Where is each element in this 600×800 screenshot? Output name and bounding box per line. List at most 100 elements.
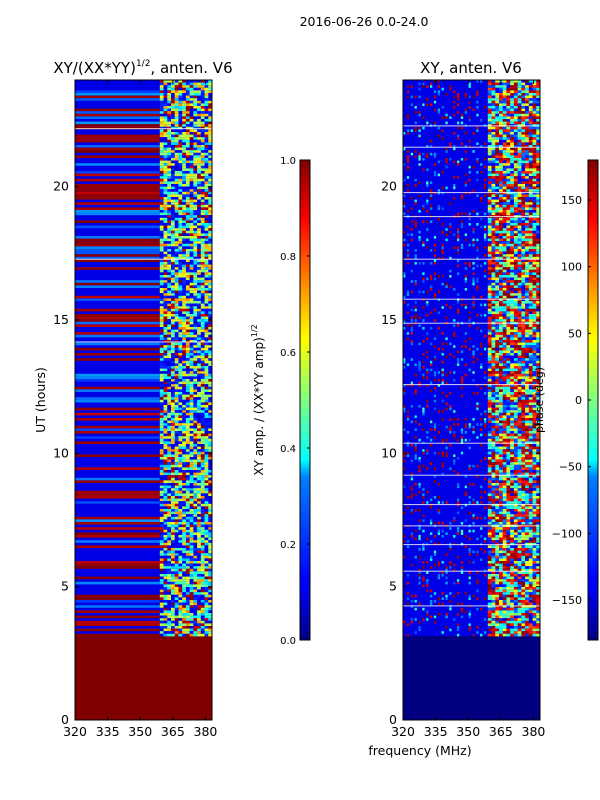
amplitude-cell bbox=[182, 415, 187, 418]
amplitude-row-stripe bbox=[75, 225, 160, 229]
amplitude-cell bbox=[159, 537, 164, 541]
phase-cell bbox=[532, 147, 537, 151]
amplitude-cell bbox=[159, 350, 164, 353]
phase-cell bbox=[536, 152, 540, 156]
phase-cell bbox=[433, 100, 437, 104]
amplitude-cell bbox=[200, 217, 205, 221]
amplitude-cell bbox=[163, 613, 168, 616]
amplitude-cell bbox=[159, 165, 164, 169]
phase-cell bbox=[498, 181, 504, 184]
amplitude-cell bbox=[163, 243, 168, 247]
phase-cell bbox=[410, 233, 414, 236]
amplitude-cell bbox=[193, 628, 198, 632]
phase-cell bbox=[517, 111, 522, 114]
amplitude-cell bbox=[167, 186, 172, 190]
amplitude-cell bbox=[200, 412, 205, 416]
phase-cell bbox=[445, 282, 448, 286]
amplitude-cell bbox=[204, 251, 209, 255]
amplitude-cell bbox=[185, 363, 190, 366]
phase-cell bbox=[525, 132, 530, 135]
amplitude-cell bbox=[163, 410, 168, 413]
phase-cell bbox=[498, 223, 504, 226]
amplitude-cell bbox=[197, 550, 202, 554]
amplitude-cell bbox=[193, 340, 198, 343]
phase-cell bbox=[495, 212, 500, 216]
phase-cell bbox=[525, 152, 530, 156]
phase-cell bbox=[441, 129, 444, 132]
amplitude-cell bbox=[204, 457, 209, 460]
amplitude-cell bbox=[189, 566, 194, 569]
amplitude-cell bbox=[189, 152, 194, 156]
amplitude-cell bbox=[204, 298, 209, 301]
amplitude-cell bbox=[200, 631, 205, 634]
amplitude-cell bbox=[197, 282, 202, 286]
amplitude-colorbar: 0.00.20.40.60.81.0 XY amp. / (XX*YY amp)… bbox=[250, 156, 311, 647]
amplitude-cell bbox=[182, 95, 187, 99]
amplitude-cell bbox=[189, 462, 194, 465]
amplitude-cell bbox=[208, 605, 212, 608]
amplitude-cell bbox=[197, 628, 202, 632]
amplitude-cell bbox=[204, 191, 209, 195]
phase-cell bbox=[502, 121, 507, 125]
amplitude-cell bbox=[200, 464, 205, 468]
phase-cell bbox=[472, 282, 475, 286]
amplitude-cell bbox=[178, 236, 183, 239]
phase-cell bbox=[487, 301, 492, 304]
amplitude-cell bbox=[167, 568, 172, 572]
amplitude-cell bbox=[208, 85, 212, 88]
phase-cell bbox=[525, 189, 530, 192]
amplitude-cell bbox=[163, 186, 168, 190]
amplitude-cell bbox=[208, 321, 212, 325]
amplitude-cell bbox=[178, 589, 183, 593]
amplitude-cell bbox=[174, 137, 179, 140]
amplitude-cell bbox=[159, 467, 164, 470]
phase-cell bbox=[483, 233, 487, 236]
amplitude-cell bbox=[174, 451, 179, 455]
amplitude-cell bbox=[178, 106, 183, 109]
amplitude-cell bbox=[185, 381, 190, 385]
amplitude-cell bbox=[159, 256, 164, 260]
amplitude-cell bbox=[185, 332, 190, 335]
amplitude-cell bbox=[197, 217, 202, 221]
phase-cell bbox=[532, 285, 537, 288]
amplitude-cell bbox=[200, 576, 205, 580]
amplitude-cell bbox=[159, 314, 164, 317]
amplitude-cell bbox=[163, 212, 168, 216]
amplitude-cell bbox=[163, 184, 168, 187]
phase-cell bbox=[536, 171, 540, 174]
amplitude-cell bbox=[178, 358, 183, 361]
phase-cell bbox=[517, 228, 522, 231]
amplitude-cell bbox=[204, 438, 209, 442]
phase-cell bbox=[521, 264, 526, 268]
amplitude-cell bbox=[208, 412, 212, 416]
amplitude-cell bbox=[185, 158, 190, 161]
amplitude-cell bbox=[197, 189, 202, 192]
phase-cell bbox=[536, 85, 540, 88]
phase-cell bbox=[532, 113, 537, 117]
phase-cell bbox=[472, 108, 475, 112]
amplitude-cell bbox=[170, 633, 176, 637]
amplitude-cell bbox=[189, 493, 194, 496]
amplitude-cell bbox=[200, 358, 205, 361]
amplitude-cell bbox=[182, 324, 187, 327]
amplitude-cell bbox=[182, 282, 187, 286]
amplitude-cell bbox=[159, 225, 164, 229]
amplitude-cell bbox=[159, 459, 164, 463]
amplitude-cell bbox=[167, 589, 172, 593]
amplitude-cell bbox=[170, 137, 176, 140]
phase-cell bbox=[491, 142, 496, 145]
phase-cell bbox=[528, 160, 533, 164]
phase-cell bbox=[468, 223, 471, 226]
amplitude-cell bbox=[174, 418, 179, 421]
phase-cell bbox=[525, 199, 530, 203]
amplitude-cell bbox=[193, 368, 198, 372]
amplitude-cell bbox=[185, 618, 190, 621]
amplitude-cell bbox=[163, 366, 168, 369]
amplitude-cell bbox=[182, 553, 187, 556]
amplitude-cell bbox=[167, 155, 172, 158]
amplitude-cell bbox=[189, 293, 194, 296]
amplitude-cell bbox=[204, 477, 209, 481]
amplitude-cell bbox=[170, 124, 176, 127]
phase-cell bbox=[525, 262, 530, 265]
phase-cell bbox=[510, 277, 515, 281]
